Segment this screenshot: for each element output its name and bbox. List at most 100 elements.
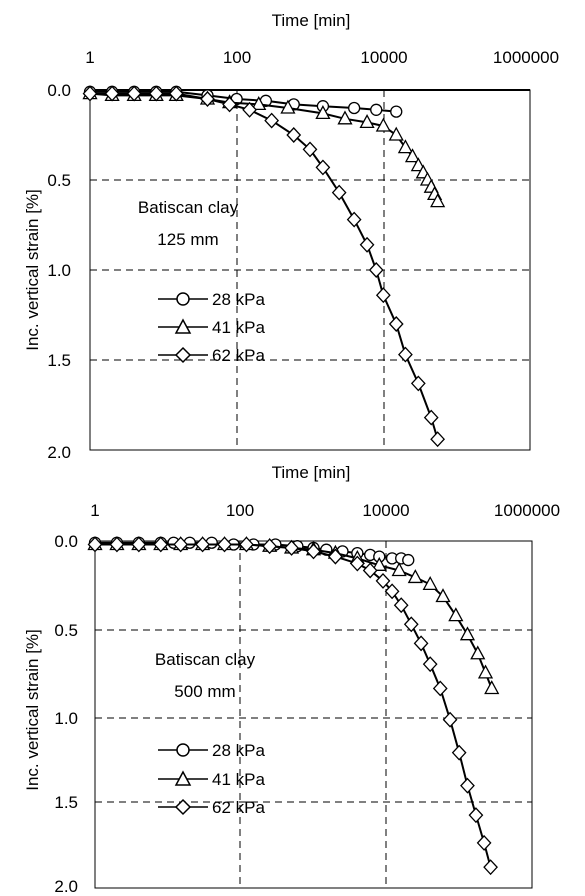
annotation-line: 125 mm: [157, 230, 218, 249]
y-tick-label: 1.0: [54, 709, 78, 728]
y-tick-label: 0.5: [54, 621, 78, 640]
y-tick-label: 1.5: [47, 351, 71, 370]
legend-diamond-marker: [174, 346, 192, 364]
data-point-triangle: [315, 105, 331, 120]
data-point-diamond: [362, 562, 378, 579]
legend-circle-marker: [176, 743, 190, 757]
annotation: Batiscan clay 500 mm: [155, 650, 256, 701]
legend-label: 41 kPa: [212, 770, 265, 789]
data-point-diamond: [388, 316, 404, 332]
data-point-diamond: [451, 744, 467, 761]
data-point-diamond: [375, 287, 391, 304]
x-tick-label: 1: [85, 48, 94, 67]
data-point-diamond: [242, 101, 257, 118]
x-tick-label: 1000000: [493, 48, 559, 67]
data-point-diamond: [286, 127, 302, 143]
data-point-diamond: [398, 346, 413, 363]
plot-frame: [94, 540, 533, 889]
data-point-diamond: [173, 536, 189, 553]
y-tick-label: 2.0: [47, 443, 71, 462]
legend-label: 41 kPa: [212, 318, 265, 337]
data-point-diamond: [306, 543, 321, 560]
data-point-triangle: [448, 607, 464, 622]
annotation-line: 500 mm: [174, 682, 235, 701]
data-point-diamond: [126, 85, 142, 102]
x-axis-title: Time [min]: [272, 11, 351, 30]
grid: [95, 541, 532, 888]
data-point-triangle: [430, 193, 446, 208]
data-point-circle: [390, 105, 403, 118]
data-point-diamond: [349, 555, 365, 572]
panel-125: Time [min] 1 100 10000 1000000 0.0 0.5 1…: [23, 11, 559, 462]
legend-circle-marker: [176, 292, 190, 306]
legend: 28 kPa 41 kPa 62 kPa: [158, 741, 265, 817]
y-tick-label: 1.0: [47, 261, 71, 280]
data-point-circle: [370, 103, 383, 116]
x-tick-label: 10000: [360, 48, 407, 67]
data-point-diamond: [104, 85, 120, 102]
data-point-diamond: [368, 262, 384, 278]
data-point-triangle: [470, 645, 486, 660]
y-tick-label: 1.5: [54, 793, 78, 812]
y-tick-labels: 0.0 0.5 1.0 1.5 2.0: [54, 532, 78, 896]
data-point-triangle: [435, 588, 451, 603]
x-tick-label: 100: [223, 48, 251, 67]
data-point-diamond: [168, 85, 184, 102]
legend-item: 28 kPa: [158, 290, 265, 309]
x-tick-label: 1: [90, 501, 99, 520]
data-point-diamond: [359, 236, 375, 253]
data-point-triangle: [484, 680, 500, 695]
data-point-circle: [402, 553, 415, 567]
data-point-triangle: [404, 148, 421, 163]
data-point-triangle: [371, 556, 387, 571]
data-point-triangle: [359, 114, 375, 129]
data-point-diamond: [200, 91, 215, 107]
data-point-diamond: [264, 112, 280, 129]
x-axis-title: Time [min]: [272, 463, 351, 482]
data-point-diamond: [442, 711, 458, 728]
series-markers-62-kPa: [82, 85, 446, 448]
data-point-triangle: [251, 96, 267, 111]
data-point-diamond: [423, 409, 439, 426]
legend: 28 kPa 41 kPa 62 kPa: [158, 290, 265, 365]
grid: [90, 90, 530, 450]
data-point-triangle: [391, 562, 407, 577]
data-point-triangle: [407, 569, 423, 584]
data-point-diamond: [403, 616, 419, 633]
legend-item: 28 kPa: [158, 741, 265, 760]
x-tick-label: 1000000: [494, 501, 560, 520]
series-markers-62-kPa: [87, 536, 498, 876]
legend-item: 41 kPa: [158, 318, 265, 337]
legend-item: 62 kPa: [158, 346, 265, 365]
x-tick-labels: 1 100 10000 1000000: [85, 48, 559, 67]
data-point-diamond: [410, 375, 426, 392]
data-point-triangle: [459, 626, 476, 641]
data-point-diamond: [331, 184, 347, 201]
data-point-diamond: [315, 159, 331, 176]
data-point-triangle: [337, 110, 353, 125]
data-point-diamond: [328, 548, 343, 565]
series-group: [82, 85, 446, 448]
data-point-diamond: [393, 597, 409, 614]
y-tick-label: 0.5: [47, 171, 71, 190]
data-point-diamond: [131, 536, 147, 553]
data-point-triangle: [422, 576, 438, 591]
series-line-62-kPa: [90, 92, 439, 440]
data-point-diamond: [153, 536, 169, 553]
data-point-diamond: [239, 536, 254, 553]
y-tick-labels: 0.0 0.5 1.0 1.5 2.0: [47, 81, 71, 462]
annotation-line: Batiscan clay: [155, 650, 256, 669]
y-tick-label: 2.0: [54, 877, 78, 896]
legend-label: 62 kPa: [212, 346, 265, 365]
data-point-diamond: [222, 96, 237, 113]
data-point-diamond: [195, 536, 210, 553]
legend-triangle-marker: [174, 770, 192, 786]
annotation-line: Batiscan clay: [138, 198, 239, 217]
data-point-diamond: [109, 536, 125, 553]
y-tick-label: 0.0: [54, 532, 78, 551]
data-point-diamond: [432, 680, 448, 697]
series-markers-41-kPa: [87, 536, 500, 695]
data-point-diamond: [413, 635, 429, 652]
data-point-diamond: [384, 583, 400, 600]
